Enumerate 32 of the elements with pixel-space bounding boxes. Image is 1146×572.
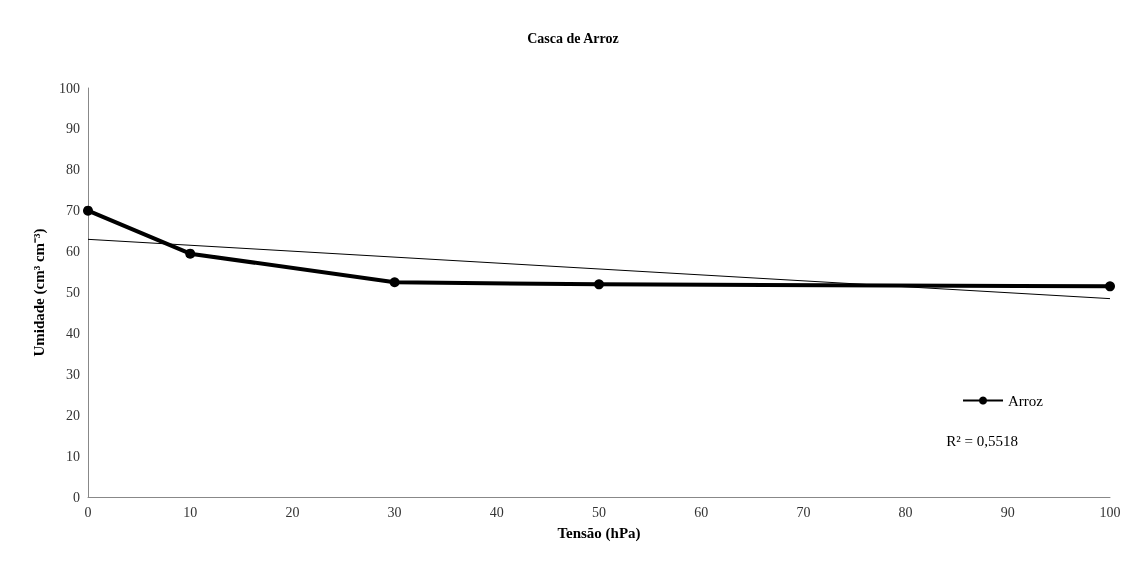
- x-tick-label: 90: [1000, 504, 1015, 520]
- y-tick-label: 90: [66, 121, 80, 137]
- y-tick-label: 40: [66, 325, 80, 341]
- x-tick-label: 30: [387, 504, 402, 520]
- annotation: R² = 0,5518: [946, 432, 1019, 449]
- x-tick-label: 70: [796, 504, 811, 520]
- point: [1105, 281, 1115, 292]
- y-tick-label: 20: [66, 407, 80, 423]
- y-tick-label: 10: [66, 448, 80, 464]
- y-tick-label: 80: [66, 162, 80, 178]
- point: [83, 205, 93, 216]
- y-tick-label: 60: [66, 244, 80, 260]
- y-tick-label: 70: [66, 203, 80, 219]
- x-tick-label: 50: [592, 504, 606, 520]
- x-tick-label: 60: [694, 504, 709, 520]
- x-tick-label: 40: [489, 504, 504, 520]
- x-tick-label: 100: [1099, 504, 1121, 520]
- y-tick-label: 0: [73, 489, 80, 505]
- chart-title: Casca de Arroz: [527, 30, 619, 46]
- y-tick-label: 100: [59, 80, 80, 96]
- y-tick-label: 50: [66, 285, 80, 300]
- point: [185, 248, 196, 259]
- x-axis-title: Tensão (hPa): [557, 524, 641, 542]
- y-tick-label: 30: [66, 366, 80, 382]
- point: [594, 279, 604, 290]
- y-axis-title: Umidade (cm³ cm⁻³): [30, 228, 48, 357]
- legend-label: Arroz: [1008, 392, 1044, 409]
- x-tick-label: 20: [285, 504, 300, 520]
- x-tick-label: 0: [84, 504, 92, 520]
- x-tick-label: 10: [183, 504, 198, 520]
- x-tick-label: 80: [898, 504, 913, 520]
- point: [389, 277, 400, 288]
